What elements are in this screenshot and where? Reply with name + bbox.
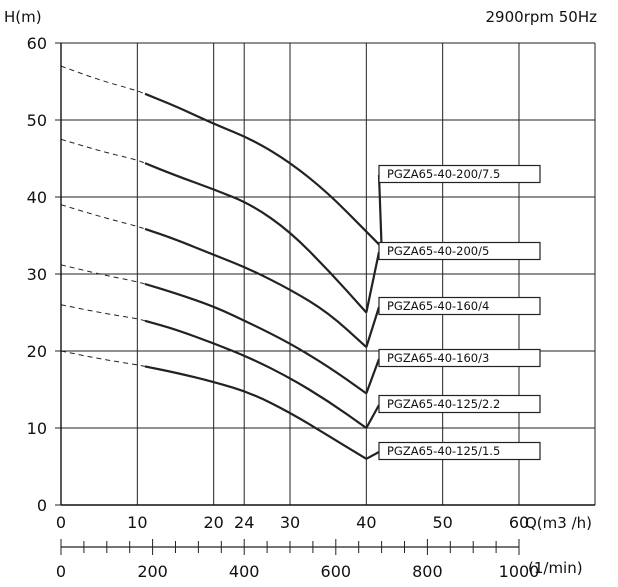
y-axis-label: H(m)	[4, 8, 42, 26]
grid	[55, 42, 596, 506]
curves	[60, 65, 383, 460]
curve-extrapolated	[60, 304, 146, 322]
y-tick-label: 50	[27, 111, 47, 130]
x-tick-label: 24	[234, 513, 254, 532]
curve-label-box	[378, 394, 541, 414]
secondary-axis: 0 200 400 600 800 1000	[56, 539, 539, 581]
x-axis-label: Q(m3 /h)	[525, 514, 592, 532]
axes	[60, 43, 595, 506]
label-leader	[365, 404, 380, 429]
curve-label: PGZA65-40-160/3	[387, 351, 489, 365]
x-tick-label: 10	[127, 513, 147, 532]
curve-label-box	[378, 164, 541, 184]
x2-axis-label: (1/min)	[528, 559, 583, 577]
curve-extrapolated	[60, 138, 146, 164]
x2-tick-label: 400	[229, 562, 260, 581]
curve-extrapolated	[60, 264, 146, 285]
curve-label: PGZA65-40-200/7.5	[387, 167, 500, 181]
label-leader	[365, 306, 381, 348]
curve-label: PGZA65-40-125/1.5	[387, 444, 500, 458]
curve-operating	[144, 365, 367, 460]
y-tick-label: 10	[27, 419, 47, 438]
y-tick-label: 40	[27, 188, 47, 207]
x2-tick-label: 800	[412, 562, 443, 581]
x2-tick-label: 0	[56, 562, 66, 581]
y-tick-label: 0	[37, 496, 47, 515]
curve-extrapolated	[60, 204, 146, 230]
x-tick-label: 0	[56, 513, 66, 532]
curve-label: PGZA65-40-125/2.2	[387, 397, 500, 411]
x2-tick-label: 1000	[499, 562, 540, 581]
curve-label-box	[378, 241, 541, 261]
label-leader	[365, 358, 381, 394]
curve-extrapolated	[60, 65, 146, 95]
x2-tick-label: 600	[321, 562, 352, 581]
x2-tick-label: 200	[137, 562, 168, 581]
tick-labels: 0 10 20 30 40 50 60 0 10 20 24 30 40 50 60	[27, 34, 530, 532]
y-tick-label: 60	[27, 34, 47, 53]
curve-operating	[144, 282, 367, 395]
curve-operating	[144, 162, 368, 314]
speed-subtitle: 2900rpm 50Hz	[486, 8, 598, 26]
curve-label-box	[378, 296, 541, 316]
curve-label-box	[378, 441, 541, 461]
curve-label: PGZA65-40-160/4	[387, 299, 489, 313]
x-tick-label: 30	[280, 513, 300, 532]
x-tick-label: 40	[356, 513, 376, 532]
x-tick-label: 20	[203, 513, 223, 532]
label-leader	[377, 174, 383, 248]
curve-extrapolated	[60, 350, 146, 367]
curve-operating	[144, 319, 367, 429]
curve-operating	[144, 227, 368, 348]
label-leader	[365, 251, 381, 313]
label-leader	[365, 451, 380, 460]
x-tick-label: 60	[509, 513, 529, 532]
curve-label: PGZA65-40-200/5	[387, 244, 489, 258]
curve-label-box	[378, 348, 541, 368]
y-tick-label: 30	[27, 265, 47, 284]
curve-operating	[144, 92, 383, 248]
y-tick-label: 20	[27, 342, 47, 361]
x-tick-label: 50	[432, 513, 452, 532]
curve-labels: PGZA65-40-200/7.5 PGZA65-40-200/5 PGZA65-4…	[365, 164, 541, 461]
